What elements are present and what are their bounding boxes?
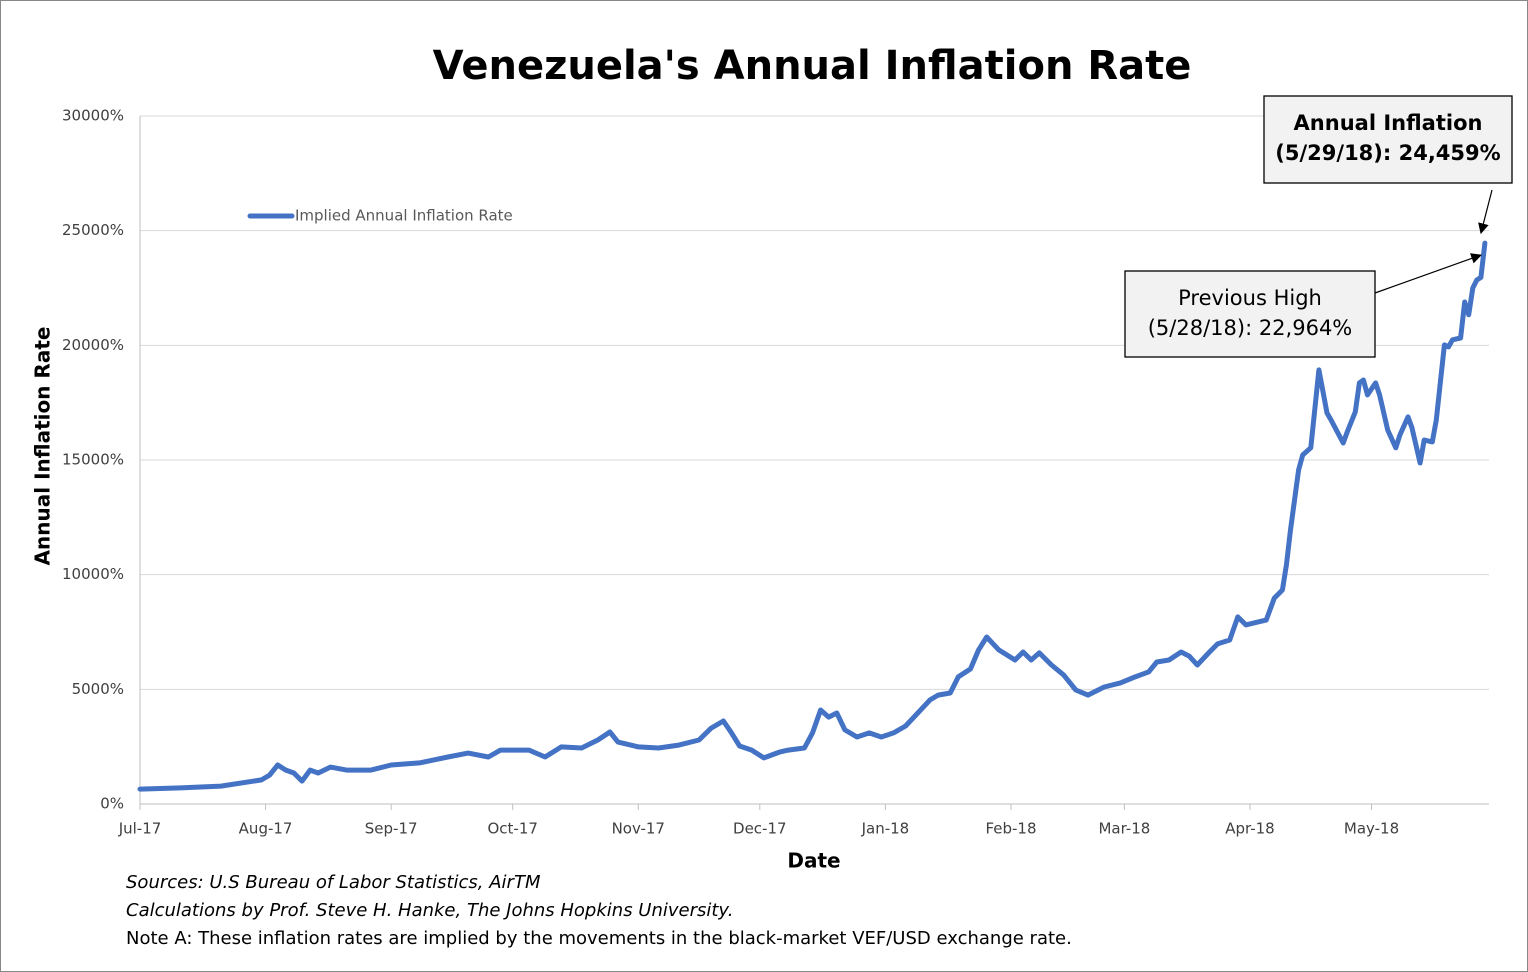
annotation-arrow (1478, 189, 1493, 235)
annotation-box (1263, 95, 1513, 184)
annotation-text: Annual Inflation (1294, 111, 1483, 135)
data-line (137, 240, 1488, 792)
y-tick-label: 0% (100, 795, 124, 813)
legend-label: Implied Annual Inflation Rate (295, 207, 513, 225)
y-tick-label: 25000% (62, 221, 124, 239)
x-tick-label: Apr-18 (1225, 820, 1275, 838)
y-tick-label: 5000% (72, 680, 124, 698)
x-tick-label: Nov-17 (612, 820, 665, 838)
x-tick-label: Dec-17 (733, 820, 787, 838)
annotation-text: Previous High (1178, 286, 1322, 310)
y-tick-label: 30000% (62, 107, 124, 125)
y-tick-label: 10000% (62, 565, 124, 583)
x-tick-label: May-18 (1344, 820, 1399, 838)
x-tick-label: Jan-18 (861, 820, 910, 838)
x-tick-label: Aug-17 (239, 820, 293, 838)
note: Calculations by Prof. Steve H. Hanke, Th… (126, 900, 733, 921)
x-tick-label: Sep-17 (365, 820, 418, 838)
x-tick-label: Oct-17 (487, 820, 537, 838)
annotation-text: (5/29/18): 24,459% (1275, 141, 1500, 165)
y-tick-label: 20000% (62, 336, 124, 354)
annotation-box (1124, 270, 1376, 358)
x-axis-label: Date (787, 849, 840, 873)
x-tick-label: Feb-18 (985, 820, 1036, 838)
x-tick-label: Mar-18 (1098, 820, 1150, 838)
y-tick-label: 15000% (62, 451, 124, 469)
chart-title: Venezuela's Annual Inflation Rate (433, 43, 1192, 89)
annotation-text: (5/28/18): 22,964% (1148, 316, 1353, 340)
note: Sources: U.S Bureau of Labor Statistics,… (126, 872, 541, 893)
y-axis-label: Annual Inflation Rate (31, 327, 55, 566)
annotation-arrow (1374, 253, 1482, 294)
x-tick-label: Jul-17 (118, 820, 162, 838)
note: Note A: These inflation rates are implie… (126, 928, 1072, 949)
